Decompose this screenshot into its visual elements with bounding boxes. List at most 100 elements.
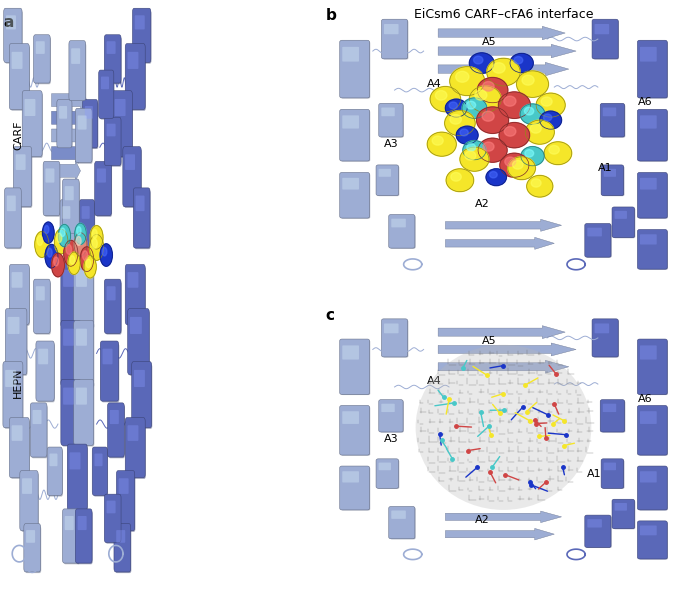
Circle shape [531,179,541,187]
Circle shape [473,56,483,64]
FancyBboxPatch shape [75,264,95,329]
FancyBboxPatch shape [107,41,116,54]
FancyBboxPatch shape [22,478,32,494]
FancyBboxPatch shape [132,8,151,62]
FancyBboxPatch shape [377,166,399,196]
FancyBboxPatch shape [36,286,45,300]
FancyBboxPatch shape [383,320,408,358]
Circle shape [505,157,516,166]
FancyBboxPatch shape [639,111,668,161]
FancyBboxPatch shape [62,509,79,563]
FancyBboxPatch shape [30,403,47,457]
FancyBboxPatch shape [76,329,87,346]
FancyBboxPatch shape [342,47,359,62]
FancyBboxPatch shape [125,44,145,110]
FancyBboxPatch shape [100,341,119,401]
FancyBboxPatch shape [125,264,145,325]
FancyBboxPatch shape [112,91,132,157]
Circle shape [521,147,544,166]
FancyBboxPatch shape [340,40,369,98]
Circle shape [45,226,49,233]
FancyBboxPatch shape [25,526,41,573]
Circle shape [53,257,59,266]
FancyBboxPatch shape [638,466,667,510]
FancyBboxPatch shape [61,379,81,445]
Circle shape [451,173,461,181]
FancyBboxPatch shape [639,41,668,98]
Circle shape [47,248,52,257]
FancyBboxPatch shape [341,174,370,219]
FancyArrow shape [438,326,565,339]
FancyBboxPatch shape [127,267,146,326]
FancyBboxPatch shape [99,70,114,118]
Circle shape [57,233,62,243]
FancyBboxPatch shape [34,279,50,333]
FancyBboxPatch shape [108,403,124,457]
FancyBboxPatch shape [601,165,623,196]
Circle shape [499,92,530,118]
FancyBboxPatch shape [82,206,90,219]
Circle shape [75,223,86,244]
Circle shape [77,227,81,234]
FancyArrow shape [438,360,569,373]
FancyBboxPatch shape [639,340,668,395]
Circle shape [499,123,530,148]
FancyBboxPatch shape [57,100,72,148]
FancyBboxPatch shape [640,525,657,535]
FancyBboxPatch shape [11,46,30,111]
FancyBboxPatch shape [129,311,150,376]
FancyBboxPatch shape [45,168,54,183]
FancyBboxPatch shape [130,317,142,334]
FancyBboxPatch shape [77,516,86,530]
FancyBboxPatch shape [74,379,94,445]
FancyBboxPatch shape [119,478,129,494]
Circle shape [45,244,58,268]
Circle shape [522,75,534,85]
FancyBboxPatch shape [35,282,51,335]
FancyBboxPatch shape [85,106,93,119]
FancyBboxPatch shape [595,24,609,34]
FancyBboxPatch shape [341,111,370,161]
FancyBboxPatch shape [342,471,359,482]
FancyBboxPatch shape [380,401,404,432]
FancyBboxPatch shape [23,93,43,158]
FancyBboxPatch shape [640,411,657,424]
FancyBboxPatch shape [593,320,619,358]
Circle shape [432,136,443,145]
Circle shape [527,176,553,197]
Text: A6: A6 [638,393,652,403]
Circle shape [490,171,497,178]
FancyBboxPatch shape [104,279,121,333]
FancyBboxPatch shape [62,206,71,219]
FancyBboxPatch shape [133,364,152,429]
Text: CARF: CARF [13,121,23,150]
FancyBboxPatch shape [92,447,108,495]
FancyBboxPatch shape [592,319,618,357]
FancyBboxPatch shape [376,459,399,488]
Circle shape [42,222,54,243]
FancyBboxPatch shape [340,405,369,455]
FancyBboxPatch shape [640,234,657,244]
Circle shape [465,151,476,160]
FancyBboxPatch shape [10,264,29,325]
FancyBboxPatch shape [62,323,82,388]
Text: c: c [325,307,334,323]
FancyBboxPatch shape [67,444,87,510]
FancyBboxPatch shape [389,214,415,248]
Circle shape [446,169,474,191]
FancyBboxPatch shape [389,507,415,539]
FancyBboxPatch shape [383,21,408,59]
FancyBboxPatch shape [116,530,125,543]
FancyBboxPatch shape [114,524,131,572]
Circle shape [74,233,87,256]
FancyBboxPatch shape [638,173,667,218]
FancyBboxPatch shape [127,52,138,69]
FancyBboxPatch shape [612,207,634,237]
FancyBboxPatch shape [639,467,668,511]
Circle shape [549,145,560,154]
FancyBboxPatch shape [75,509,92,563]
FancyBboxPatch shape [127,309,149,375]
Circle shape [54,229,68,254]
Circle shape [82,251,88,260]
FancyBboxPatch shape [614,208,635,238]
